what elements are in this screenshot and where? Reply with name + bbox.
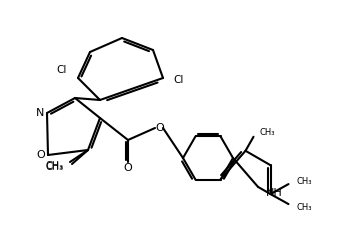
Text: O: O	[37, 150, 45, 160]
Text: Cl: Cl	[174, 75, 184, 85]
Text: O: O	[124, 163, 132, 173]
Text: CH₃: CH₃	[46, 162, 64, 172]
Text: NH: NH	[266, 188, 283, 198]
Text: CH₃: CH₃	[296, 177, 312, 185]
Text: O: O	[156, 123, 164, 133]
Text: CH₃: CH₃	[296, 202, 312, 212]
Text: N: N	[36, 108, 44, 118]
Text: CH₃: CH₃	[260, 128, 275, 137]
Text: Cl: Cl	[57, 65, 67, 75]
Text: CH₃: CH₃	[46, 161, 64, 171]
